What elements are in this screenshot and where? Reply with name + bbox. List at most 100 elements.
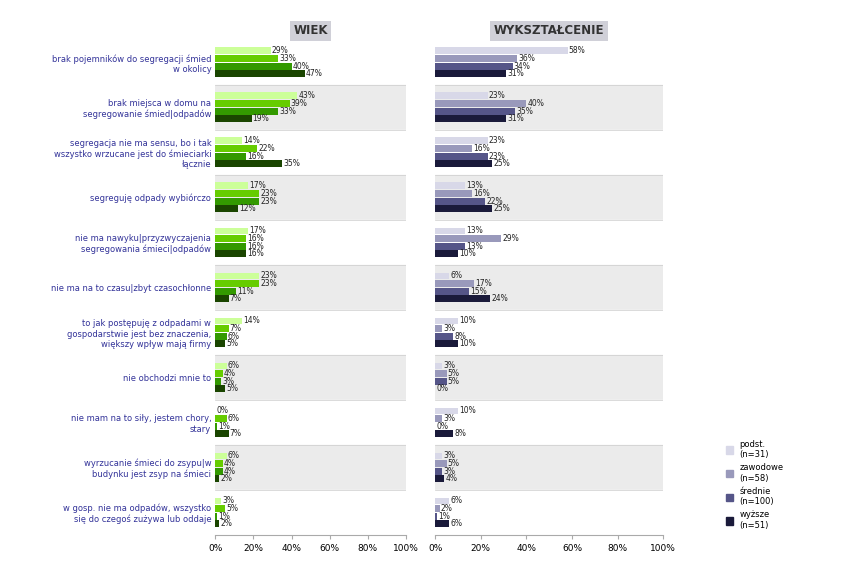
Text: 23%: 23% <box>488 137 505 145</box>
Text: 23%: 23% <box>488 92 505 100</box>
Bar <box>215 362 226 369</box>
Text: 35%: 35% <box>283 159 300 168</box>
Bar <box>215 505 225 512</box>
Text: 3%: 3% <box>442 414 455 423</box>
Text: 14%: 14% <box>243 316 259 325</box>
Text: 5%: 5% <box>447 459 459 468</box>
Text: 4%: 4% <box>224 467 235 476</box>
Text: 10%: 10% <box>458 406 475 415</box>
Bar <box>215 47 270 54</box>
Bar <box>215 370 223 377</box>
Bar <box>215 85 405 130</box>
Bar <box>435 400 663 445</box>
Text: 17%: 17% <box>474 279 491 288</box>
Bar <box>435 318 457 324</box>
Text: 31%: 31% <box>506 114 523 123</box>
Text: 5%: 5% <box>447 377 459 386</box>
Bar <box>435 235 500 242</box>
Text: 23%: 23% <box>260 197 277 205</box>
Bar <box>435 183 464 189</box>
Bar <box>215 175 405 220</box>
Text: 47%: 47% <box>306 69 322 79</box>
Text: 12%: 12% <box>239 204 256 213</box>
Text: 6%: 6% <box>228 414 240 423</box>
Text: 4%: 4% <box>224 459 235 468</box>
Bar <box>435 138 487 144</box>
Bar <box>435 310 663 355</box>
Bar <box>215 265 405 310</box>
Bar <box>435 490 663 535</box>
Text: 29%: 29% <box>502 234 518 243</box>
Bar <box>435 116 506 122</box>
Bar <box>435 220 663 265</box>
Text: 15%: 15% <box>470 287 487 296</box>
Text: 24%: 24% <box>490 294 507 303</box>
Bar <box>215 445 405 490</box>
Bar <box>435 370 446 377</box>
Bar <box>435 130 663 175</box>
Text: 16%: 16% <box>473 189 489 198</box>
Bar <box>215 205 238 212</box>
Bar <box>215 63 291 69</box>
Text: 25%: 25% <box>493 159 510 168</box>
Bar <box>215 385 225 392</box>
Bar <box>215 160 282 167</box>
Title: WYKSZTAŁCENIE: WYKSZTAŁCENIE <box>494 24 603 38</box>
Bar <box>435 145 471 152</box>
Text: 36%: 36% <box>518 54 535 63</box>
Bar <box>435 288 469 295</box>
Text: 0%: 0% <box>436 422 448 431</box>
Bar <box>215 280 259 287</box>
Bar <box>435 40 663 85</box>
Bar <box>435 340 457 347</box>
Bar <box>435 71 506 77</box>
Bar <box>215 400 405 445</box>
Text: 7%: 7% <box>230 430 241 438</box>
Bar <box>435 452 441 459</box>
Bar <box>215 130 405 175</box>
Text: 5%: 5% <box>447 369 459 378</box>
Bar <box>215 476 219 482</box>
Bar <box>215 220 405 265</box>
Bar <box>215 490 405 535</box>
Text: 3%: 3% <box>222 496 234 505</box>
Bar <box>435 63 512 69</box>
Text: 4%: 4% <box>445 475 457 483</box>
Bar <box>215 40 405 85</box>
Bar <box>435 100 526 107</box>
Bar <box>435 175 663 220</box>
Text: 22%: 22% <box>486 197 502 205</box>
Bar <box>215 468 223 475</box>
Bar <box>435 295 490 302</box>
Bar <box>215 452 226 459</box>
Text: 1%: 1% <box>438 512 450 521</box>
Text: 33%: 33% <box>279 54 295 63</box>
Text: 16%: 16% <box>246 242 263 251</box>
Bar <box>435 325 441 332</box>
Text: 10%: 10% <box>458 316 475 325</box>
Text: 2%: 2% <box>441 504 452 513</box>
Bar <box>435 85 663 130</box>
Bar <box>435 333 453 340</box>
Bar <box>215 423 217 430</box>
Legend: 18-24
(n=35), 25-39
(n=82), 40-59
(n=80), >59
(n=43): 18-24 (n=35), 25-39 (n=82), 40-59 (n=80)… <box>555 439 600 531</box>
Text: 39%: 39% <box>290 99 307 108</box>
Title: WIEK: WIEK <box>293 24 327 38</box>
Bar <box>215 235 246 242</box>
Text: 10%: 10% <box>458 339 475 348</box>
Text: 58%: 58% <box>568 46 585 55</box>
Bar <box>435 273 448 279</box>
Text: 3%: 3% <box>442 451 455 460</box>
Bar <box>215 228 247 234</box>
Legend: podst.
(n=31), zawodowe
(n=58), średnie
(n=100), wyższe
(n=51): podst. (n=31), zawodowe (n=58), średnie … <box>724 439 784 531</box>
Bar <box>435 415 441 422</box>
Bar <box>435 228 464 234</box>
Bar <box>215 415 226 422</box>
Bar <box>435 243 464 250</box>
Bar <box>215 145 257 152</box>
Bar <box>435 468 441 475</box>
Text: 23%: 23% <box>260 189 277 198</box>
Bar <box>435 521 448 527</box>
Bar <box>215 318 242 324</box>
Bar <box>435 378 446 385</box>
